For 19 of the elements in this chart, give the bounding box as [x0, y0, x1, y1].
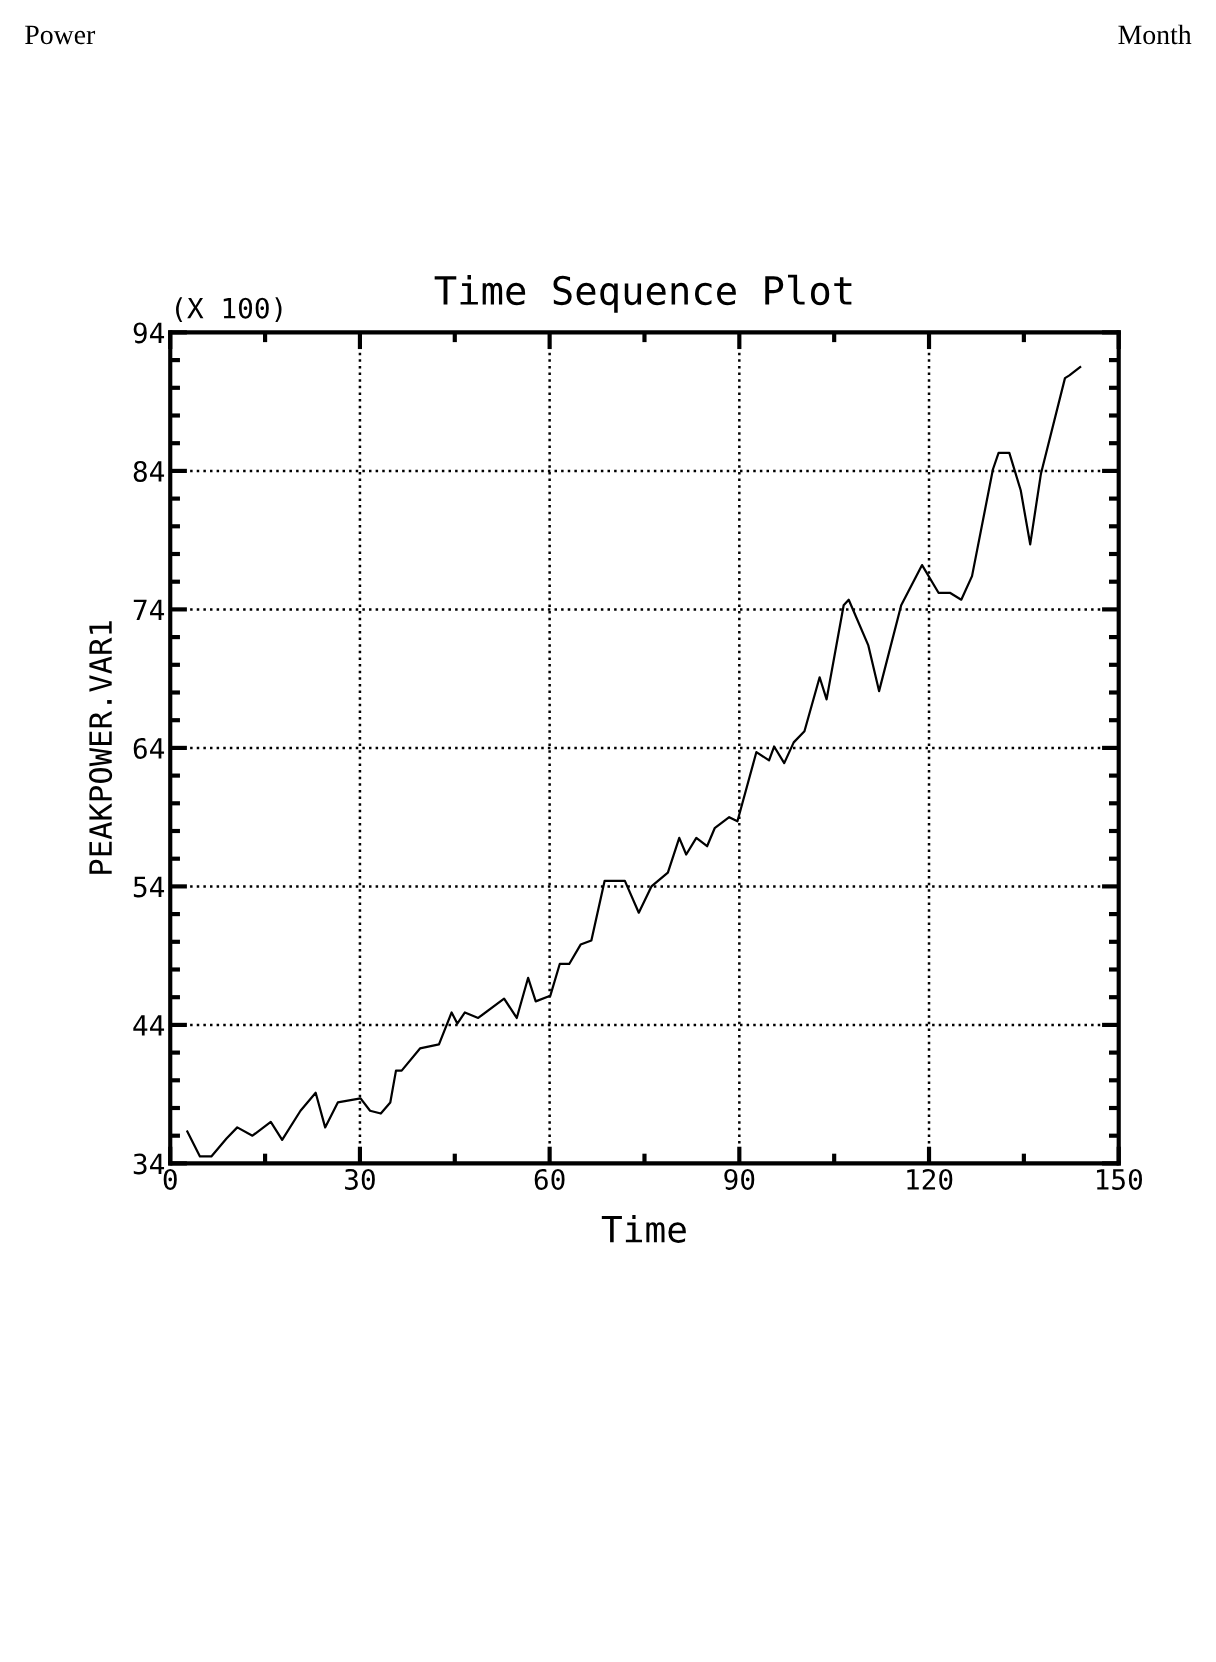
text: (X 100) — [176, 297, 282, 322]
y-tick-label: 84 — [133, 460, 165, 482]
x-tick-label: 60 — [534, 1168, 565, 1190]
x-tick-label: 120 — [907, 1168, 953, 1190]
y-tick-label: 74 — [133, 599, 165, 621]
y-axis-title: PEAKPOWER.VAR1 — [89, 621, 113, 874]
x-tick-label: 90 — [724, 1168, 755, 1190]
text: Power — [25, 25, 96, 45]
y-tick-label: 44 — [133, 1015, 165, 1036]
y-tick-label: 64 — [133, 737, 165, 759]
chart-title: Time Sequence Plot — [434, 274, 852, 313]
y-tick-label: 54 — [133, 876, 165, 898]
x-tick-label: 0 — [163, 1168, 177, 1190]
x-axis-title: Time — [601, 1214, 686, 1243]
y-tick-label: 94 — [133, 322, 165, 344]
x-tick-label: 30 — [345, 1168, 375, 1190]
text: Month — [1118, 24, 1192, 45]
x-tick-label: 150 — [1096, 1168, 1142, 1190]
y-tick-label: 34 — [133, 1153, 165, 1175]
